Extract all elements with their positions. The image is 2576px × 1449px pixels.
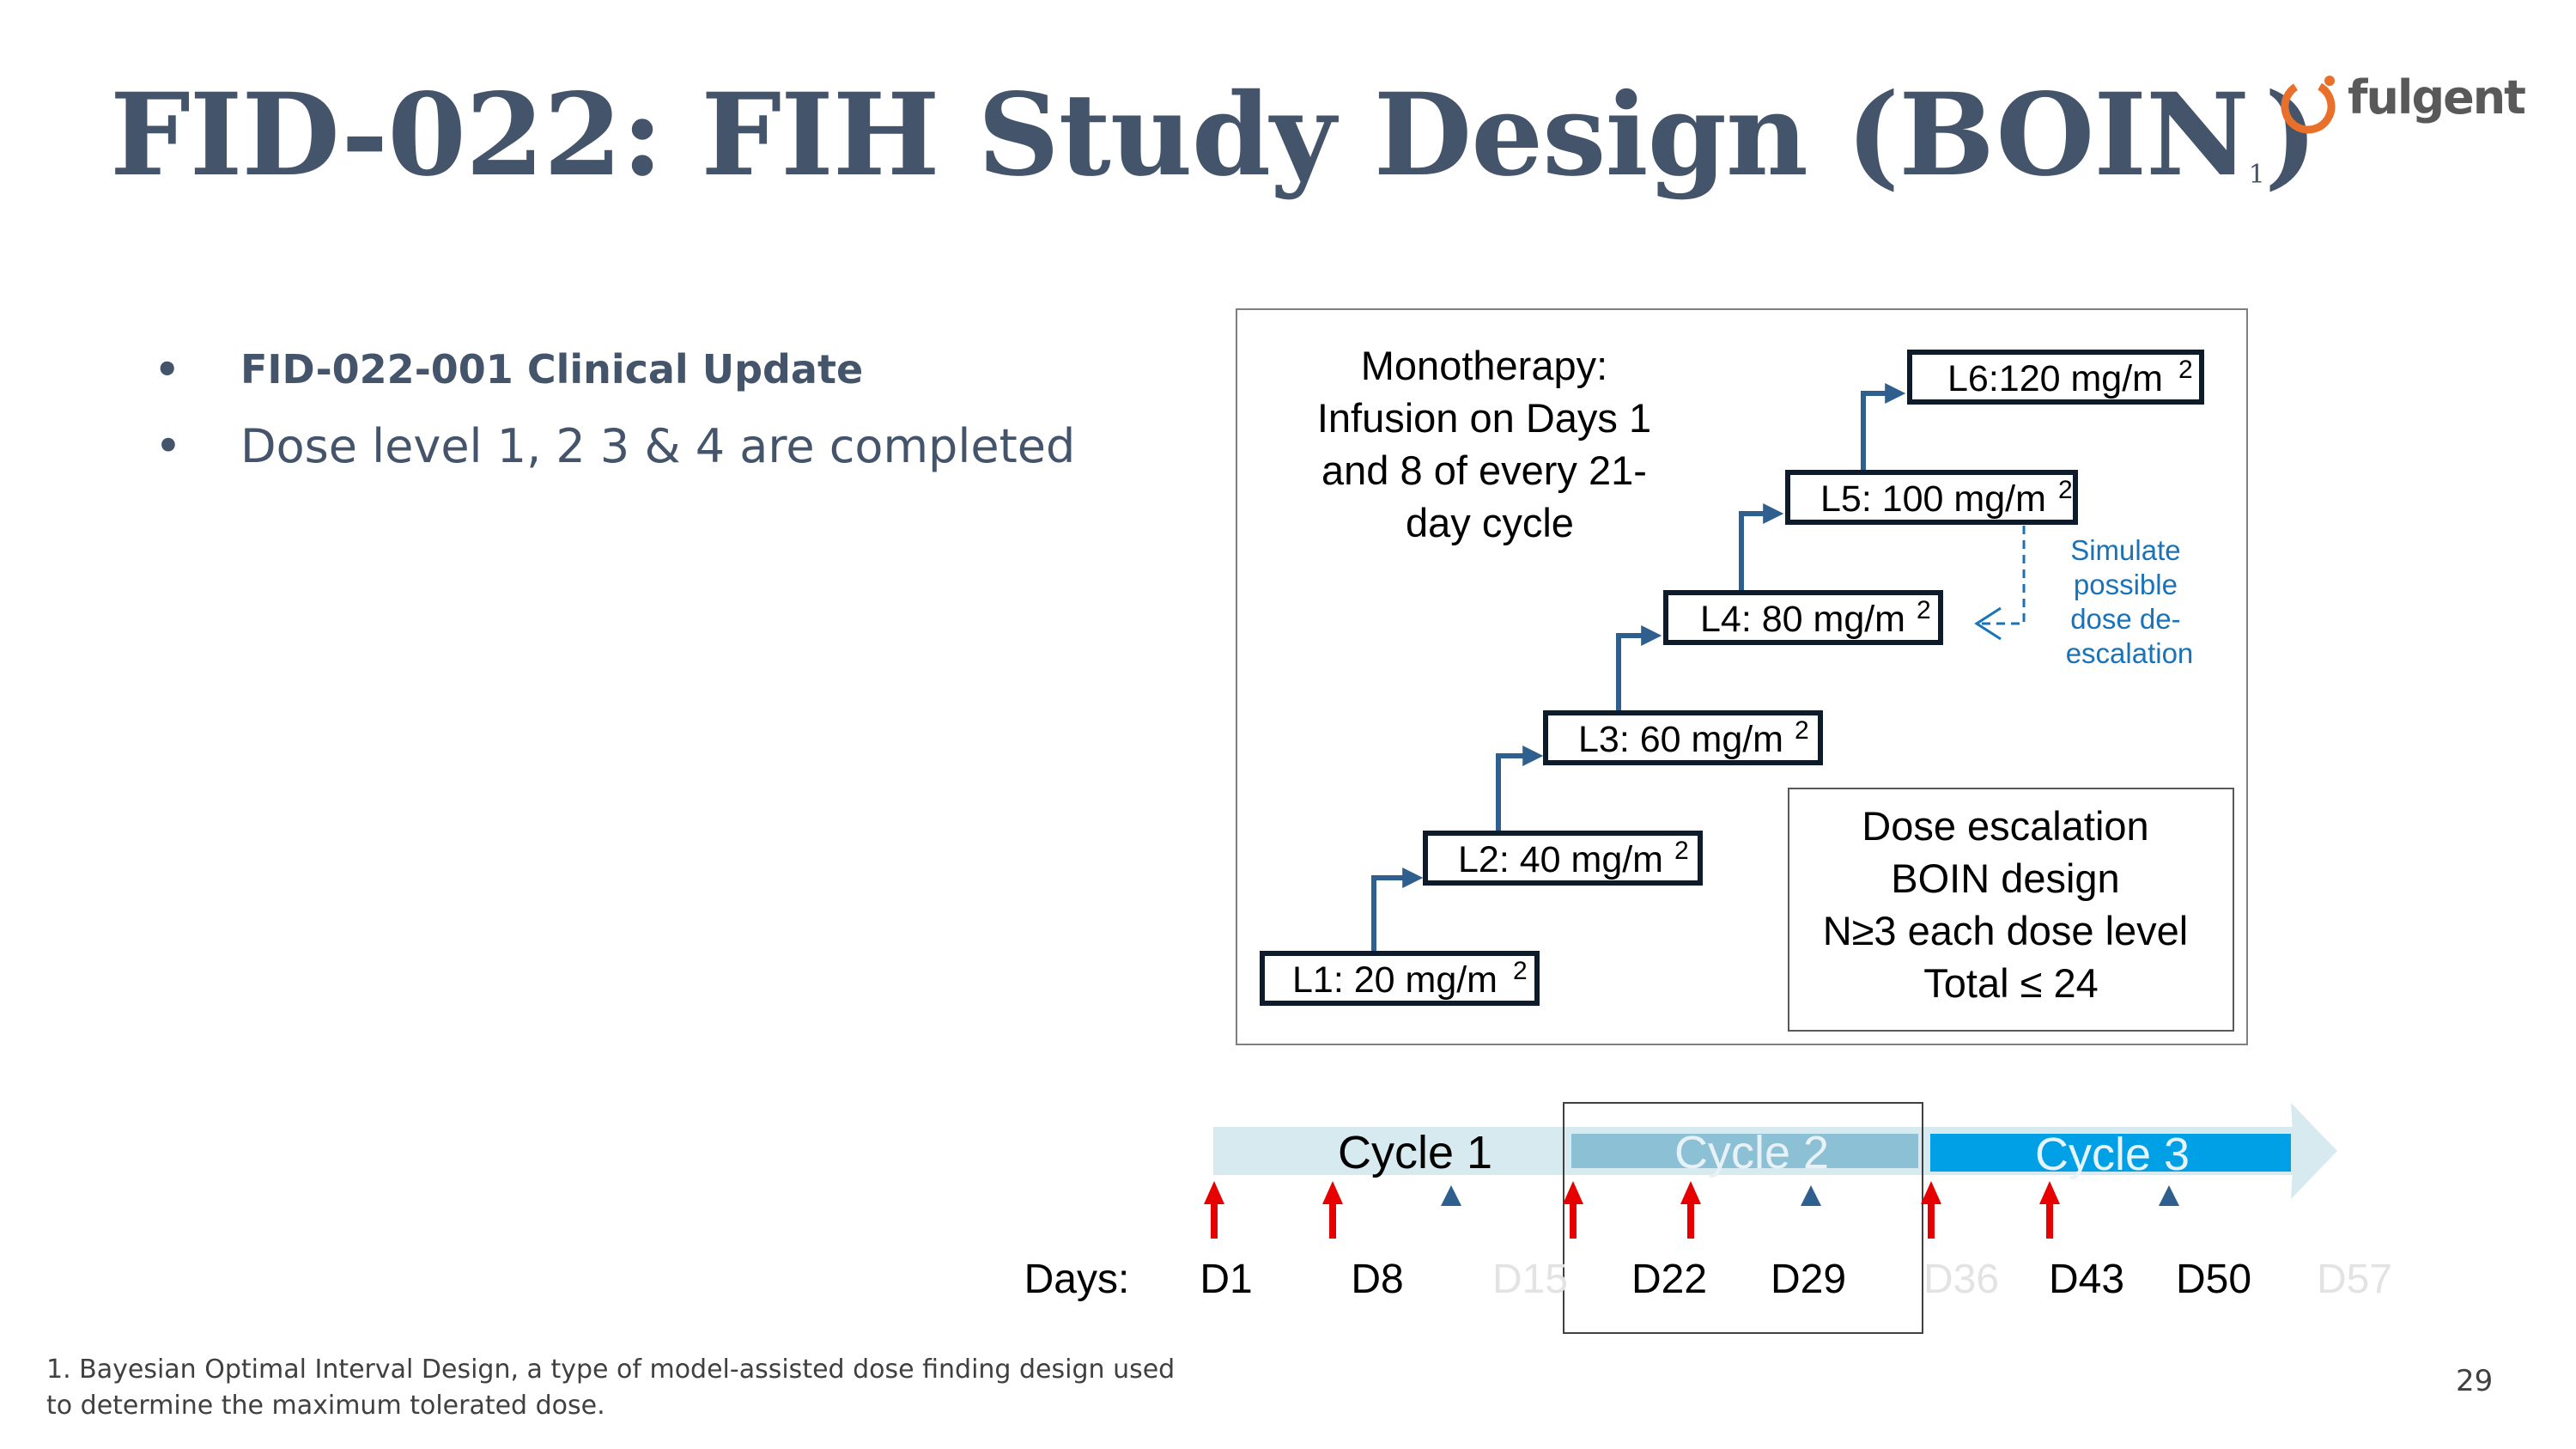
infusion-arrow-d8 — [1322, 1181, 1343, 1239]
deescalation-text: Simulate possible dose de- escalation — [2066, 534, 2194, 669]
infusion-arrow-d43 — [1921, 1181, 1941, 1239]
day-d22: D22 — [1631, 1257, 1707, 1302]
page-number: 29 — [2456, 1364, 2494, 1398]
step-arrow-l1-l2 — [1371, 868, 1424, 955]
step-arrow-l2-l3 — [1496, 746, 1544, 833]
assessment-markers — [1441, 1185, 2179, 1206]
day-d1: D1 — [1200, 1257, 1252, 1302]
dose-level-l6: L6:120 mg/m 2 — [1907, 350, 2204, 405]
infusion-arrows — [1204, 1181, 2060, 1239]
dose-level-l1: L1: 20 mg/m 2 — [1260, 951, 1540, 1006]
days-label: Days: — [1024, 1257, 1130, 1302]
logo-ring-icon — [2281, 76, 2336, 134]
triangle-marker-d15 — [1441, 1185, 1461, 1206]
svg-text:L3: 60 mg/m: L3: 60 mg/m — [1578, 719, 1783, 760]
infusion-arrow-d1 — [1204, 1181, 1224, 1239]
svg-text:L2: 40 mg/m: L2: 40 mg/m — [1458, 839, 1663, 880]
cycle2-band — [1571, 1134, 1918, 1168]
bullet-list: FID-022-001 Clinical Update Dose level 1… — [155, 335, 1075, 490]
monotherapy-text: Monotherapy: Infusion on Days 1 and 8 of… — [1317, 343, 1662, 545]
svg-text:2: 2 — [1674, 837, 1689, 865]
fulgent-logo: fulgent — [2275, 67, 2533, 153]
triangle-marker-d36 — [1801, 1185, 1821, 1206]
svg-text:L5: 100 mg/m: L5: 100 mg/m — [1820, 478, 2046, 520]
step-arrow-l4-l5 — [1739, 503, 1784, 594]
svg-text:L1: 20 mg/m: L1: 20 mg/m — [1292, 959, 1498, 1001]
step-arrow-l3-l4 — [1616, 625, 1662, 715]
design-summary-box — [1788, 788, 2234, 1032]
svg-text:L6:120 mg/m: L6:120 mg/m — [1947, 358, 2163, 399]
design-summary-text: Dose escalation BOIN design N≥3 each dos… — [1823, 803, 2200, 1006]
svg-text:2: 2 — [2058, 476, 2073, 504]
day-d29: D29 — [1771, 1257, 1846, 1302]
day-d15: D15 — [1492, 1257, 1568, 1302]
title-footnote-marker: 1 — [2248, 160, 2265, 190]
svg-text:L4: 80 mg/m: L4: 80 mg/m — [1700, 599, 1905, 640]
dose-level-l5: L5: 100 mg/m 2 — [1785, 470, 2078, 525]
diagram-frame — [1236, 308, 2248, 1045]
logo-text: fulgent — [2348, 70, 2526, 125]
timeline-arrowhead — [2291, 1103, 2337, 1199]
footnote: 1. Bayesian Optimal Interval Design, a t… — [46, 1355, 1176, 1421]
deescalation-arrow — [1974, 526, 2026, 641]
infusion-arrow-d29 — [1680, 1181, 1701, 1239]
dose-level-l2: L2: 40 mg/m 2 — [1423, 831, 1703, 886]
triangle-marker-d57 — [2159, 1185, 2179, 1206]
svg-text:2: 2 — [1513, 957, 1528, 985]
bullet-clinical-update: FID-022-001 Clinical Update — [155, 335, 1075, 404]
cycle3-label: Cycle 3 — [2035, 1129, 2190, 1180]
dose-level-l4: L4: 80 mg/m 2 — [1663, 590, 1943, 645]
day-d57: D57 — [2317, 1257, 2392, 1302]
cycle1-label: Cycle 1 — [1338, 1127, 1492, 1178]
day-d50: D50 — [2176, 1257, 2251, 1302]
day-d36: D36 — [1923, 1257, 1999, 1302]
svg-text:2: 2 — [1917, 596, 1931, 624]
days-row: Days: D1 D8 D15 D22 D29 D36 D43 D50 D57 — [1024, 1257, 2392, 1302]
step-arrow-l5-l6 — [1861, 383, 1906, 472]
escalation-steps — [1371, 383, 1906, 955]
dose-level-l3: L3: 60 mg/m 2 — [1543, 710, 1823, 765]
infusion-arrow-d50 — [2039, 1181, 2060, 1239]
svg-text:2: 2 — [1795, 716, 1809, 745]
slide-title: FID-022: FIH Study Design (BOIN1) — [110, 69, 2318, 202]
svg-text:2: 2 — [2178, 356, 2193, 384]
bullet-dose-levels: Dose level 1, 2 3 & 4 are completed — [155, 404, 1075, 490]
day-d43: D43 — [2049, 1257, 2124, 1302]
cycle2-label: Cycle 2 — [1674, 1127, 1829, 1178]
cycle2-highlight-frame — [1563, 1102, 1923, 1334]
infusion-arrow-d22 — [1563, 1181, 1583, 1239]
day-d8: D8 — [1351, 1257, 1403, 1302]
cycle3-band — [1930, 1134, 2291, 1172]
